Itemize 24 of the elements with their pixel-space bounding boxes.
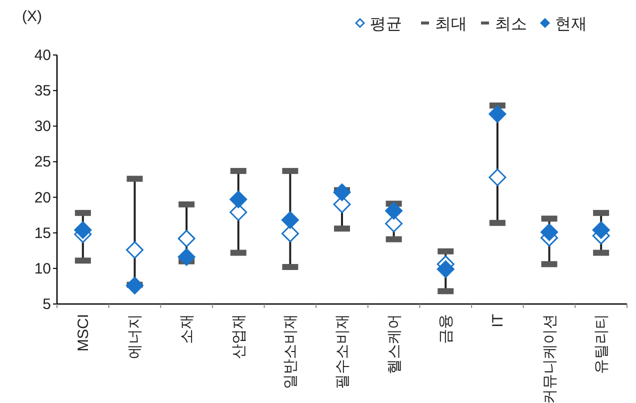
y-tick-label: 25 [34, 154, 51, 171]
y-tick-label: 10 [34, 260, 51, 278]
y-axis-title: (X) [22, 8, 42, 25]
legend-label: 최소 [495, 16, 527, 33]
x-tick-label: 에너지 [126, 314, 144, 359]
x-tick-label: 일반소비재 [282, 314, 300, 389]
legend-label: 현재 [555, 16, 587, 33]
x-tick-label: 유틸리티 [593, 314, 610, 374]
legend-label: 최대 [435, 16, 467, 33]
x-tick-label: 산업재 [230, 314, 248, 359]
x-tick-label: 필수소비재 [334, 314, 351, 389]
x-tick-label: IT [489, 314, 506, 328]
legend-label: 평균 [370, 16, 402, 33]
x-tick-label: 헬스케어 [386, 314, 403, 374]
x-tick-label: 금융 [438, 314, 455, 344]
x-tick-label: 소재 [178, 314, 196, 344]
x-tick-label: MSCI [74, 314, 92, 352]
y-tick-label: 30 [34, 118, 51, 136]
y-tick-label: 5 [42, 296, 51, 313]
y-tick-label: 40 [34, 47, 51, 64]
y-tick-label: 15 [34, 224, 51, 242]
y-tick-label: 35 [34, 82, 51, 100]
y-tick-label: 20 [34, 189, 51, 206]
x-tick-label: 커뮤니케이션 [541, 314, 558, 403]
